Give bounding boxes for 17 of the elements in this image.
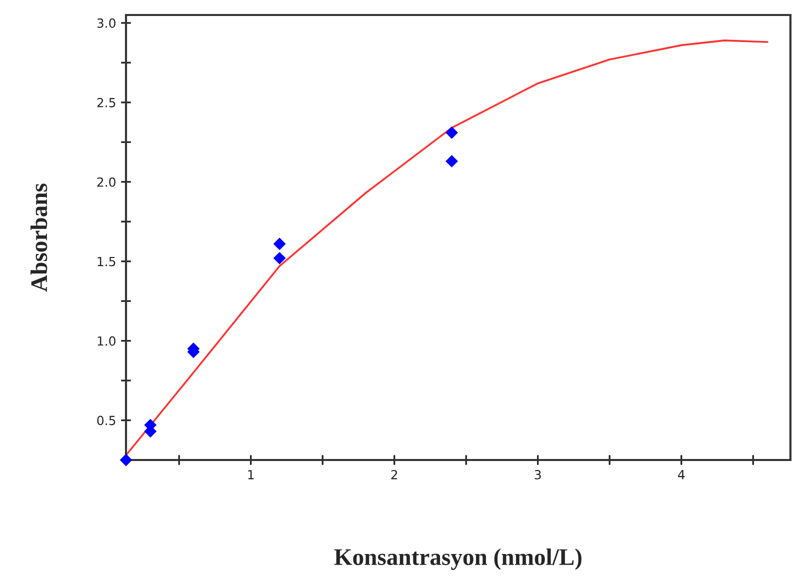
y-tick-label: 0.5 <box>97 416 116 426</box>
point <box>120 454 132 466</box>
point <box>273 252 286 264</box>
point <box>446 126 458 139</box>
y-tick-label: 1.5 <box>98 256 116 266</box>
x-tick-label: 1 <box>248 470 254 480</box>
y-axis-title: Absorbans <box>30 184 48 292</box>
point <box>273 238 286 250</box>
x-tick-label: 2 <box>391 470 398 480</box>
x-tick-label: 4 <box>678 470 685 480</box>
point <box>446 155 458 168</box>
y-tick-label: 3.0 <box>97 18 116 28</box>
x-axis-title: Konsantrasyon (nmol/L) <box>334 548 582 570</box>
y-tick-label: 2.0 <box>97 177 116 187</box>
y-tick-label: 1.0 <box>98 336 116 346</box>
x-tick-label: 3 <box>534 470 541 480</box>
y-tick-label: 2.5 <box>97 98 116 108</box>
